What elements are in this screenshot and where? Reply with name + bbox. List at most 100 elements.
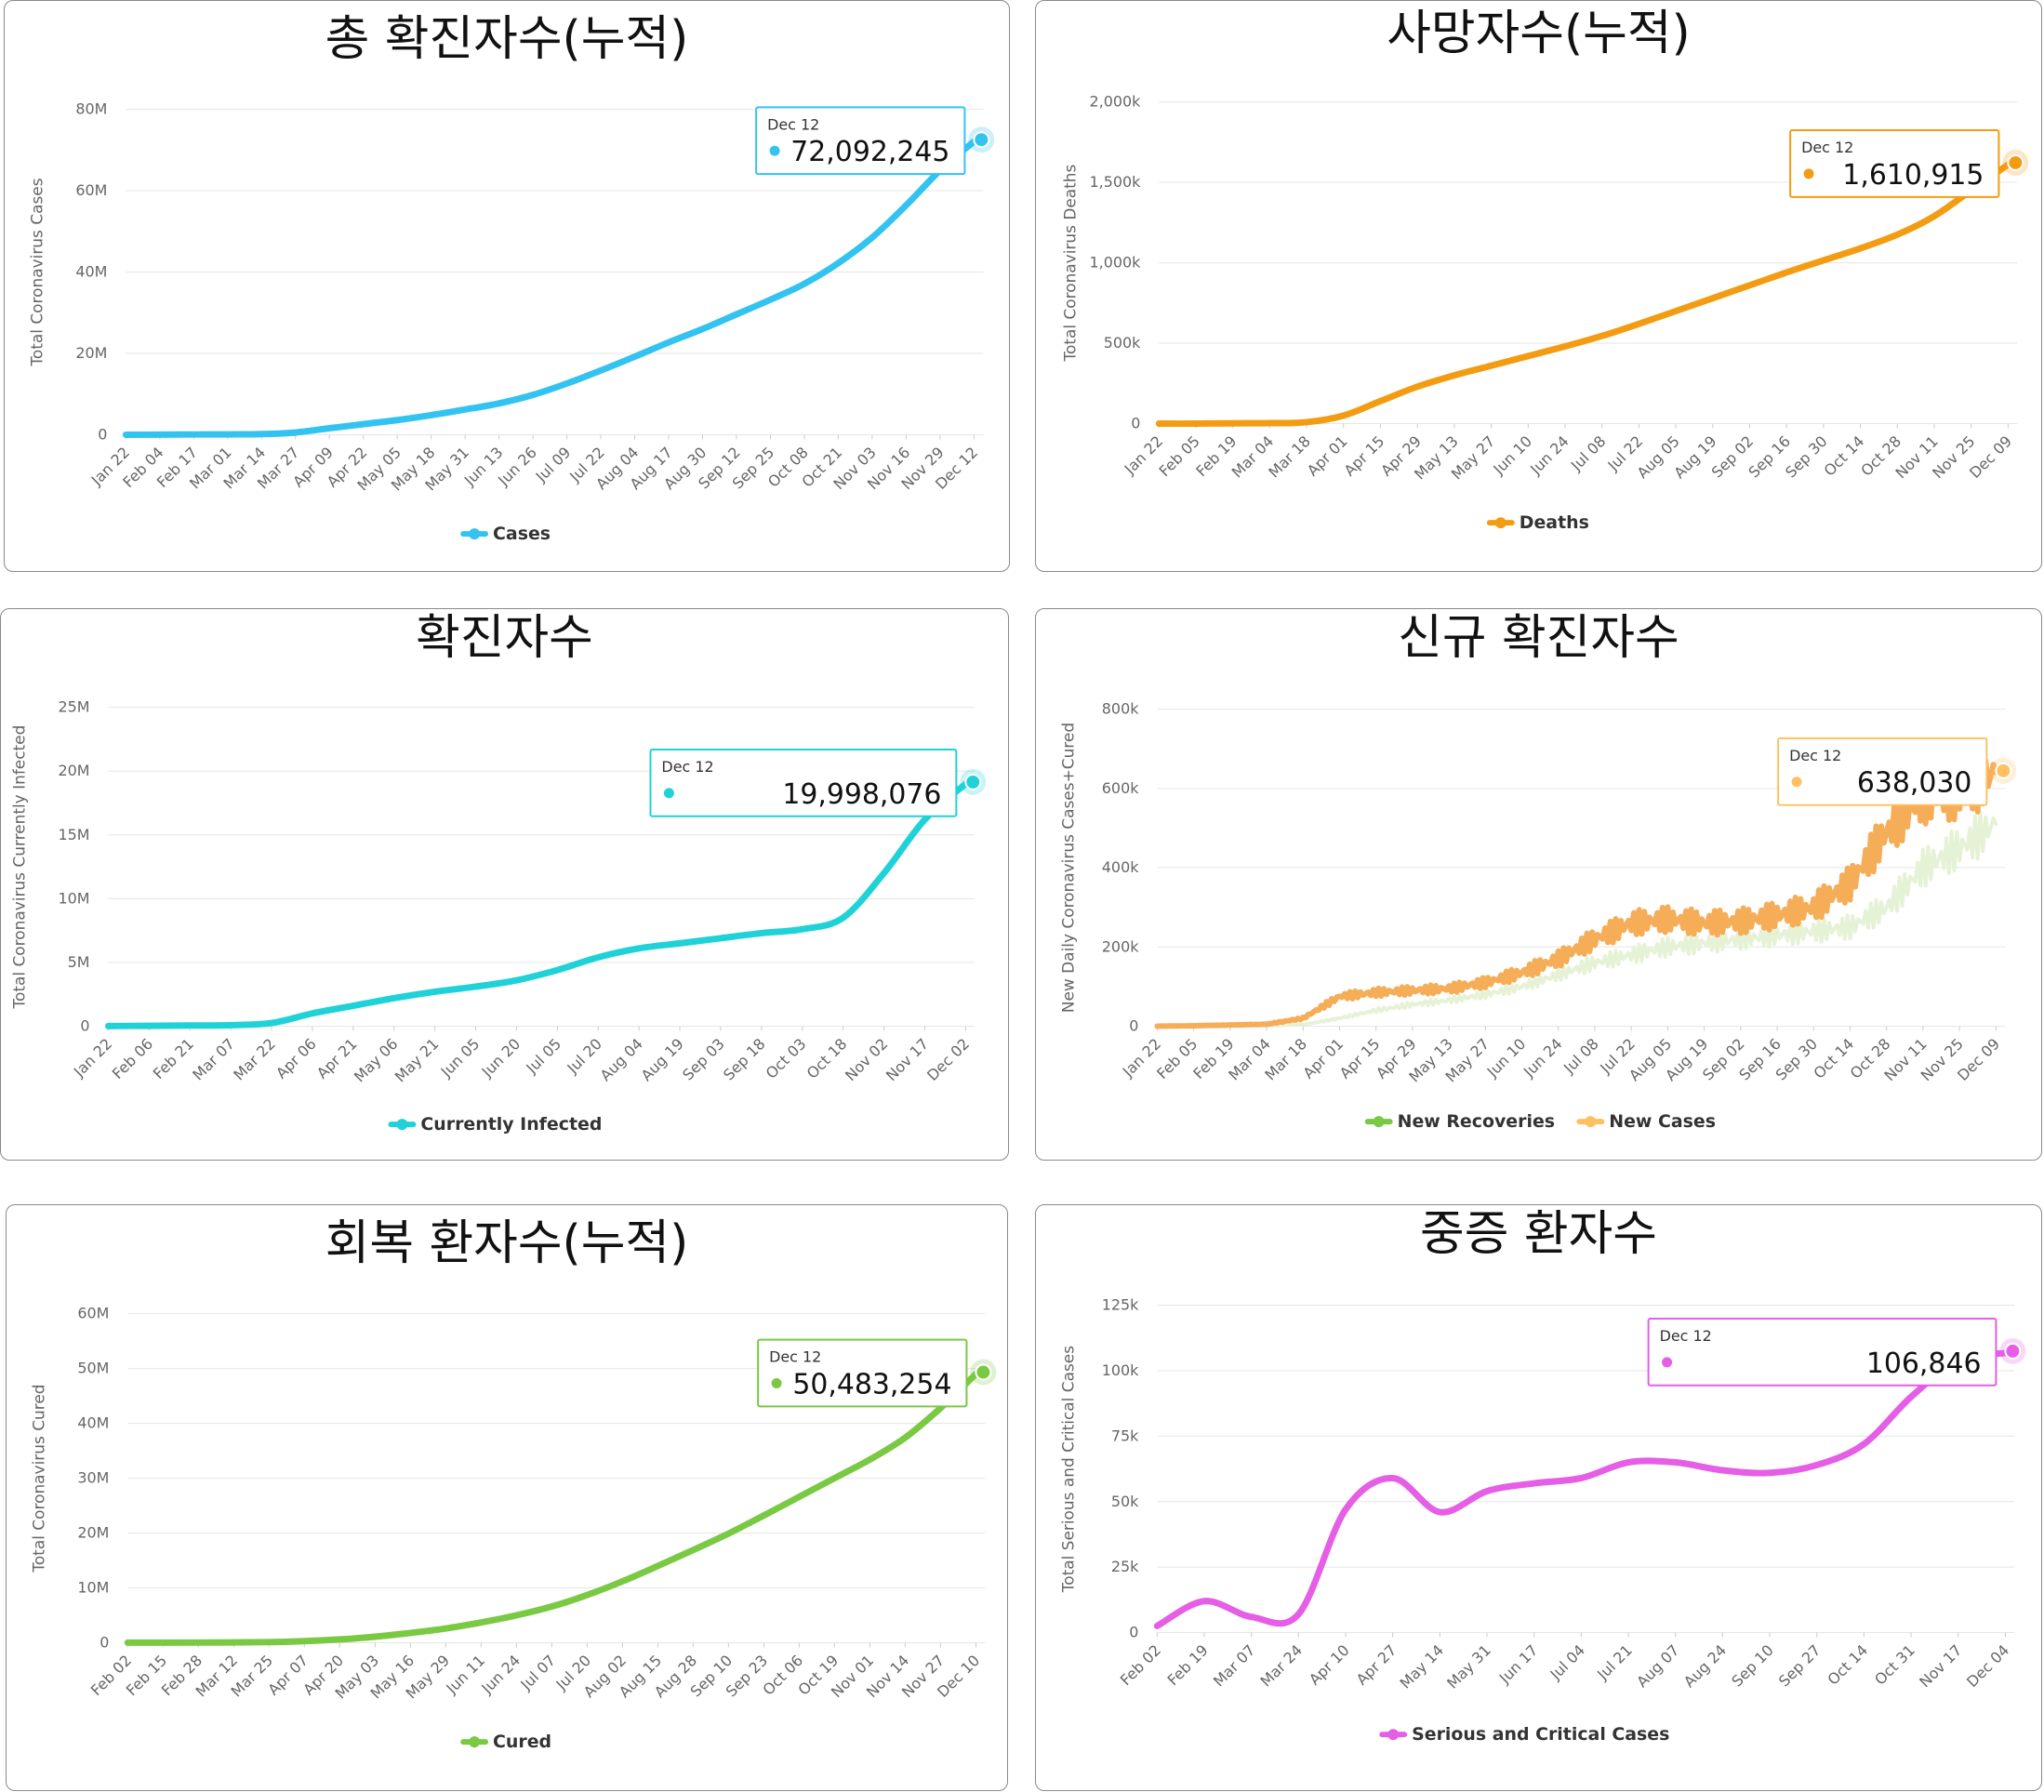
x-tick-label: Jun 10 xyxy=(1489,432,1535,479)
series-1 xyxy=(1155,161,2011,428)
tooltip: Dec 12 638,030 xyxy=(1777,737,1988,806)
x-tick-label: Apr 06 xyxy=(272,1035,320,1082)
y-tick-label: 10M xyxy=(58,889,89,907)
legend-label: Serious and Critical Cases xyxy=(1412,1724,1669,1745)
series-line xyxy=(124,1371,979,1646)
x-tick-label: Mar 18 xyxy=(1261,1035,1310,1084)
y-tick-label: 30M xyxy=(77,1469,109,1487)
y-axis-title: Total Coronavirus Cases xyxy=(28,178,46,366)
x-tick-label: Oct 14 xyxy=(1821,432,1868,480)
x-tick-label: Nov 17 xyxy=(1916,1641,1965,1691)
chart-deaths: 사망자수(누적) 0 500k 1,000k 1,500k 2,000k Total Cor… xyxy=(1061,6,2029,533)
panel-deaths: 사망자수(누적) 0 500k 1,000k 1,500k 2,000k Total Cor… xyxy=(1035,0,2042,572)
x-tick-label: Dec 04 xyxy=(1963,1641,2012,1691)
tooltip: Dec 12 50,483,254 xyxy=(757,1338,968,1408)
x-tick-label: Feb 02 xyxy=(1117,1641,1164,1689)
legend-label: Cured xyxy=(493,1732,551,1752)
chart-title: 신규 확진자수 xyxy=(1398,610,1679,666)
tooltip-value: 1,610,915 xyxy=(1842,159,1984,192)
legend-marker xyxy=(396,1119,408,1131)
tooltip-value: 19,998,076 xyxy=(782,778,941,811)
x-tick-label: Jan 22 xyxy=(70,1035,115,1081)
y-tick-label: 60M xyxy=(75,181,107,199)
x-tick-label: May 06 xyxy=(351,1035,402,1086)
series-1 xyxy=(104,780,969,1029)
tooltip-date: Dec 12 xyxy=(661,758,713,776)
x-tick-label: Mar 18 xyxy=(1265,432,1314,482)
x-tick-label: Apr 01 xyxy=(1304,432,1351,480)
x-tick-label: Mar 07 xyxy=(189,1035,238,1084)
x-tick-label: Jun 05 xyxy=(437,1035,484,1082)
y-tick-label: 0 xyxy=(98,425,107,443)
y-tick-label: 2,000k xyxy=(1090,93,1142,111)
panel-total-cases: 총 확진자수(누적) 0 20M 40M 60M 80M Total Coronavirus… xyxy=(4,0,1010,572)
x-tick-label: Mar 22 xyxy=(230,1035,279,1084)
x-tick-label: Oct 18 xyxy=(803,1035,851,1082)
y-tick-label: 20M xyxy=(58,762,89,779)
y-tick-label: 5M xyxy=(68,953,90,971)
series-line xyxy=(122,138,977,438)
y-axis-title: Total Coronavirus Currently Infected xyxy=(10,725,29,1010)
tooltip-box xyxy=(755,106,966,176)
tooltip: Dec 12 106,846 xyxy=(1647,1318,1998,1387)
y-axis-title: Total Coronavirus Cured xyxy=(30,1384,48,1573)
tooltip: Dec 12 72,092,245 xyxy=(755,106,966,176)
tooltip-date: Dec 12 xyxy=(1801,139,1853,156)
tooltip-box xyxy=(757,1338,968,1408)
chart-cured: 회복 환자수(누적) 0 10M 20M 30M 40M 50M 60M Total Coron… xyxy=(30,1215,997,1752)
tooltip: Dec 12 19,998,076 xyxy=(649,749,958,817)
x-tick-label: Aug 07 xyxy=(1633,1641,1682,1691)
y-tick-label: 0 xyxy=(1131,415,1140,432)
x-tick-label: Oct 03 xyxy=(763,1035,810,1082)
x-tick-label: Apr 01 xyxy=(1299,1035,1347,1082)
chart-currently-infected: 확진자수 0 5M 10M 15M 20M 25M Total Coronavirus Cur… xyxy=(10,610,987,1135)
x-tick-label: Mar 24 xyxy=(1257,1641,1307,1691)
legend-marker xyxy=(1585,1116,1597,1128)
x-tick-label: Oct 14 xyxy=(1824,1641,1871,1689)
x-tick-label: Jun 26 xyxy=(494,444,540,490)
series-1 xyxy=(124,1371,979,1646)
x-tick-label: Jul 21 xyxy=(1593,1641,1636,1684)
x-tick-label: Feb 21 xyxy=(150,1035,197,1082)
y-tick-label: 40M xyxy=(77,1414,109,1432)
x-tick-label: Jun 24 xyxy=(1526,432,1573,479)
tooltip-value: 50,483,254 xyxy=(792,1368,951,1400)
x-tick-label: May 14 xyxy=(1396,1641,1447,1692)
x-tick-label: Aug 04 xyxy=(597,1035,646,1084)
y-tick-label: 500k xyxy=(1104,334,1141,352)
x-tick-label: Jul 09 xyxy=(532,444,575,486)
x-tick-label: Apr 15 xyxy=(1336,1035,1384,1082)
x-tick-label: Sep 30 xyxy=(1772,1035,1821,1084)
x-tick-label: Jun 11 xyxy=(442,1652,488,1698)
hover-point xyxy=(975,1363,992,1381)
legend-marker xyxy=(1373,1116,1385,1128)
x-tick-label: Jun 24 xyxy=(1520,1035,1566,1082)
x-tick-label: Jun 24 xyxy=(477,1652,524,1698)
hover-point xyxy=(1995,762,2012,779)
tooltip-box xyxy=(649,749,958,817)
y-tick-label: 400k xyxy=(1102,858,1139,876)
y-tick-label: 50M xyxy=(77,1360,109,1377)
x-tick-label: Jul 08 xyxy=(1567,432,1610,475)
x-tick-label: Sep 03 xyxy=(679,1035,728,1084)
x-tick-label: Sep 18 xyxy=(720,1035,769,1084)
x-tick-label: Jun 20 xyxy=(478,1035,524,1082)
y-tick-label: 25k xyxy=(1111,1558,1139,1575)
x-tick-label: Dec 02 xyxy=(923,1035,973,1084)
tooltip-date: Dec 12 xyxy=(769,1348,821,1366)
x-tick-label: Feb 19 xyxy=(1163,1641,1211,1689)
tooltip: Dec 12 1,610,915 xyxy=(1789,129,2000,198)
tooltip-value: 638,030 xyxy=(1857,767,1972,800)
legend-marker xyxy=(469,1736,481,1748)
x-tick-label: Apr 10 xyxy=(1306,1641,1353,1689)
legend-marker xyxy=(1387,1729,1400,1741)
hover-point xyxy=(964,773,982,790)
y-tick-label: 600k xyxy=(1102,779,1139,797)
chart-serious-critical: 중증 환자수 0 25k 50k 75k 100k 125k Total Serious an… xyxy=(1059,1206,2026,1745)
tooltip-dot xyxy=(1803,168,1814,179)
panel-new-daily: 신규 확진자수 0 200k 400k 600k 800k New Daily Corona… xyxy=(1035,608,2042,1161)
chart-title: 확진자수 xyxy=(416,610,593,666)
chart-title: 사망자수(누적) xyxy=(1387,6,1691,61)
x-tick-label: Apr 27 xyxy=(1353,1641,1400,1689)
x-tick-label: Jul 08 xyxy=(1560,1035,1602,1078)
